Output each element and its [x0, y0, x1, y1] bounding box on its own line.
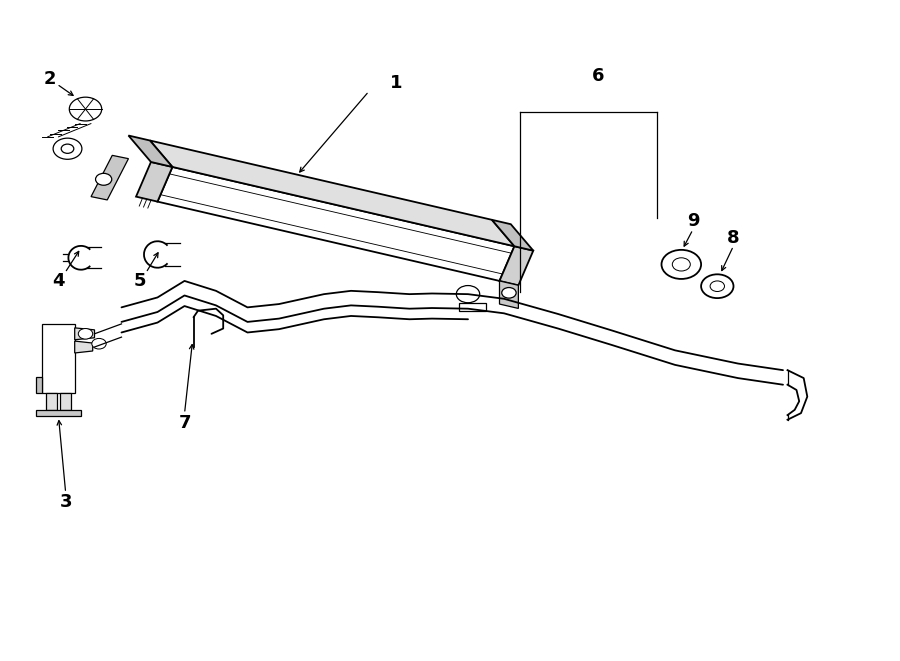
Polygon shape	[129, 136, 173, 167]
Polygon shape	[492, 220, 534, 251]
Circle shape	[61, 144, 74, 153]
Text: 7: 7	[178, 414, 191, 432]
Text: 5: 5	[133, 272, 146, 290]
Polygon shape	[150, 141, 515, 247]
Circle shape	[456, 286, 480, 303]
Circle shape	[672, 258, 690, 271]
Polygon shape	[459, 303, 486, 311]
Circle shape	[701, 274, 734, 298]
Text: 2: 2	[43, 70, 56, 89]
Text: 9: 9	[687, 212, 699, 231]
Text: 3: 3	[59, 493, 72, 512]
Circle shape	[95, 173, 112, 185]
Polygon shape	[500, 281, 518, 309]
Text: 8: 8	[727, 229, 740, 247]
Circle shape	[710, 281, 724, 292]
Circle shape	[501, 288, 516, 298]
Circle shape	[92, 338, 106, 349]
Polygon shape	[500, 247, 534, 286]
Polygon shape	[60, 393, 71, 410]
Polygon shape	[36, 410, 81, 416]
Polygon shape	[136, 162, 173, 202]
Polygon shape	[36, 377, 42, 393]
Polygon shape	[42, 324, 75, 393]
Text: 1: 1	[390, 73, 402, 92]
Circle shape	[69, 97, 102, 121]
Text: 4: 4	[52, 272, 65, 290]
Polygon shape	[46, 393, 57, 410]
Polygon shape	[158, 167, 515, 281]
Polygon shape	[75, 328, 94, 340]
Polygon shape	[75, 341, 93, 353]
Polygon shape	[91, 155, 129, 200]
Circle shape	[662, 250, 701, 279]
Circle shape	[78, 329, 93, 339]
Circle shape	[53, 138, 82, 159]
Text: 6: 6	[592, 67, 605, 85]
